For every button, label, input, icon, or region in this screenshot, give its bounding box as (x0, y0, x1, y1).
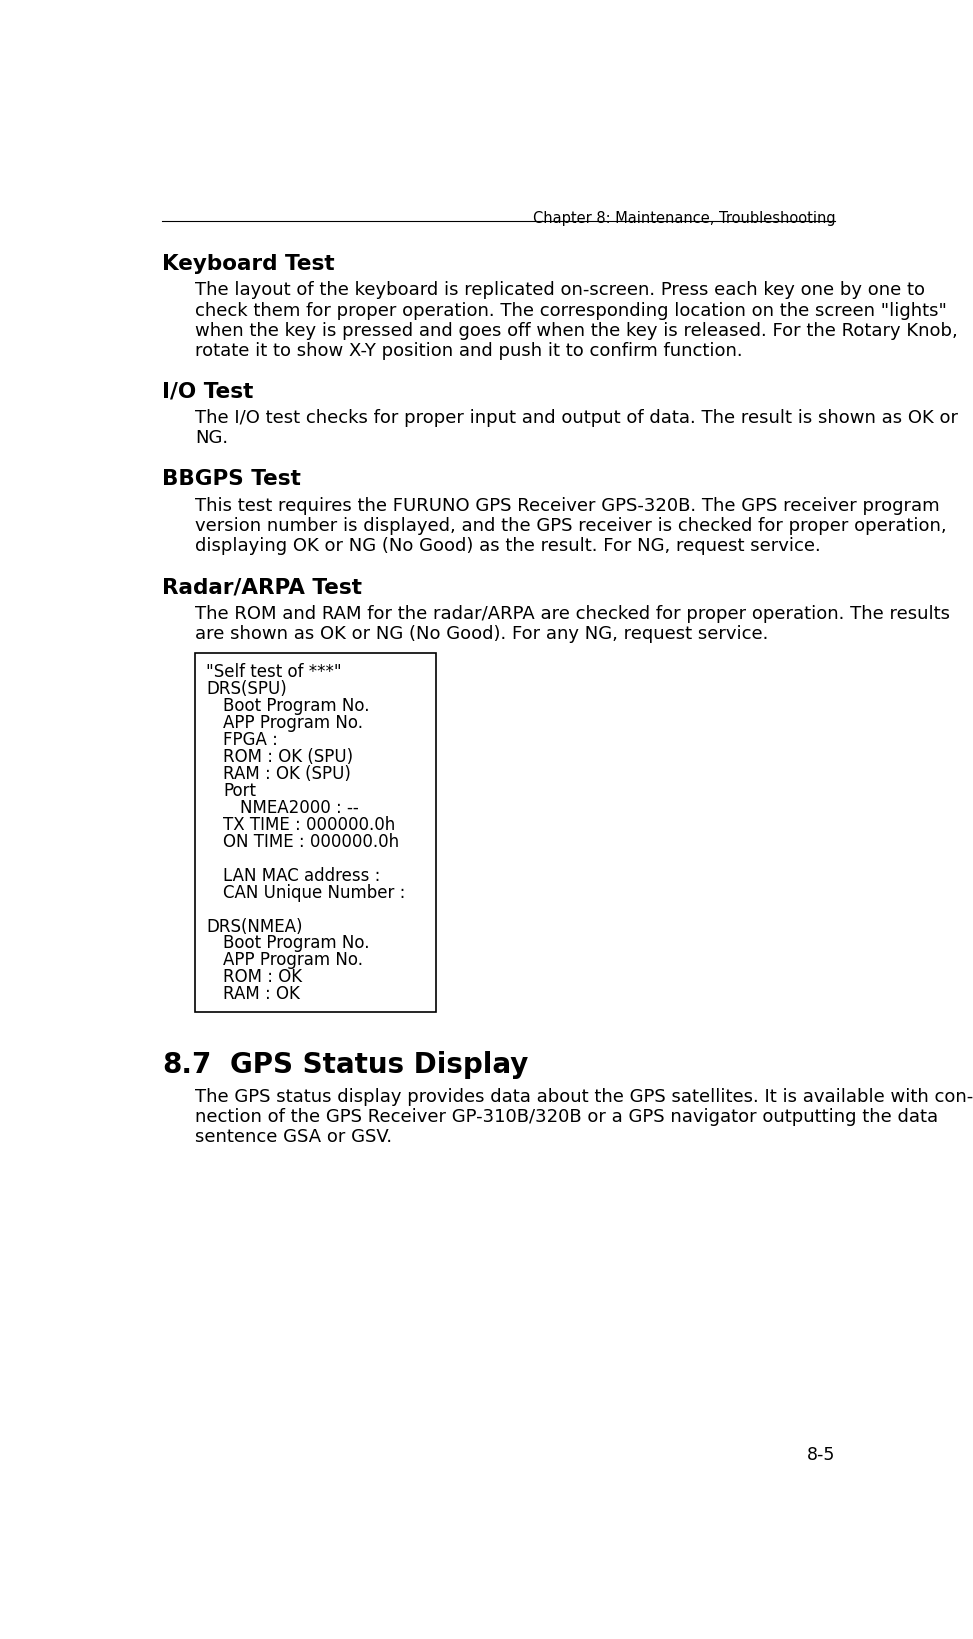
Text: NMEA2000 : --: NMEA2000 : -- (240, 798, 359, 816)
Text: rotate it to show X-Y position and push it to confirm function.: rotate it to show X-Y position and push … (196, 341, 742, 359)
Text: NG.: NG. (196, 429, 229, 447)
Text: RAM : OK: RAM : OK (223, 985, 300, 1003)
Text: ON TIME : 000000.0h: ON TIME : 000000.0h (223, 833, 399, 851)
Text: RAM : OK (SPU): RAM : OK (SPU) (223, 764, 351, 782)
Text: are shown as OK or NG (No Good). For any NG, request service.: are shown as OK or NG (No Good). For any… (196, 624, 769, 642)
Text: DRS(SPU): DRS(SPU) (206, 680, 287, 698)
Text: version number is displayed, and the GPS receiver is checked for proper operatio: version number is displayed, and the GPS… (196, 516, 947, 534)
Text: BBGPS Test: BBGPS Test (162, 469, 301, 488)
Text: Chapter 8: Maintenance, Troubleshooting: Chapter 8: Maintenance, Troubleshooting (533, 210, 836, 226)
Text: The I/O test checks for proper input and output of data. The result is shown as : The I/O test checks for proper input and… (196, 410, 958, 428)
Text: GPS Status Display: GPS Status Display (231, 1051, 528, 1078)
Text: This test requires the FURUNO GPS Receiver GPS-320B. The GPS receiver program: This test requires the FURUNO GPS Receiv… (196, 497, 940, 515)
Text: The ROM and RAM for the radar/ARPA are checked for proper operation. The results: The ROM and RAM for the radar/ARPA are c… (196, 605, 951, 623)
Text: LAN MAC address :: LAN MAC address : (223, 865, 380, 883)
Text: APP Program No.: APP Program No. (223, 951, 363, 969)
FancyBboxPatch shape (196, 654, 436, 1013)
Text: "Self test of ***": "Self test of ***" (206, 664, 342, 680)
Text: when the key is pressed and goes off when the key is released. For the Rotary Kn: when the key is pressed and goes off whe… (196, 321, 958, 339)
Text: Port: Port (223, 782, 256, 800)
Text: 8.7: 8.7 (162, 1051, 211, 1078)
Text: APP Program No.: APP Program No. (223, 715, 363, 731)
Text: 8-5: 8-5 (807, 1446, 836, 1464)
Text: CAN Unique Number :: CAN Unique Number : (223, 883, 406, 901)
Text: DRS(NMEA): DRS(NMEA) (206, 916, 303, 934)
Text: TX TIME : 000000.0h: TX TIME : 000000.0h (223, 815, 395, 833)
Text: Radar/ARPA Test: Radar/ARPA Test (162, 577, 362, 597)
Text: I/O Test: I/O Test (162, 382, 253, 402)
Text: FPGA :: FPGA : (223, 731, 278, 749)
Text: Boot Program No.: Boot Program No. (223, 697, 370, 715)
Text: The layout of the keyboard is replicated on-screen. Press each key one by one to: The layout of the keyboard is replicated… (196, 282, 925, 300)
Text: ROM : OK: ROM : OK (223, 967, 303, 985)
Text: Keyboard Test: Keyboard Test (162, 254, 335, 274)
Text: check them for proper operation. The corresponding location on the screen "light: check them for proper operation. The cor… (196, 302, 947, 320)
Text: sentence GSA or GSV.: sentence GSA or GSV. (196, 1128, 392, 1146)
Text: The GPS status display provides data about the GPS satellites. It is available w: The GPS status display provides data abo… (196, 1088, 973, 1106)
Text: Boot Program No.: Boot Program No. (223, 934, 370, 952)
Text: nection of the GPS Receiver GP-310B/320B or a GPS navigator outputting the data: nection of the GPS Receiver GP-310B/320B… (196, 1108, 938, 1126)
Text: displaying OK or NG (No Good) as the result. For NG, request service.: displaying OK or NG (No Good) as the res… (196, 538, 821, 554)
Text: ROM : OK (SPU): ROM : OK (SPU) (223, 747, 353, 765)
